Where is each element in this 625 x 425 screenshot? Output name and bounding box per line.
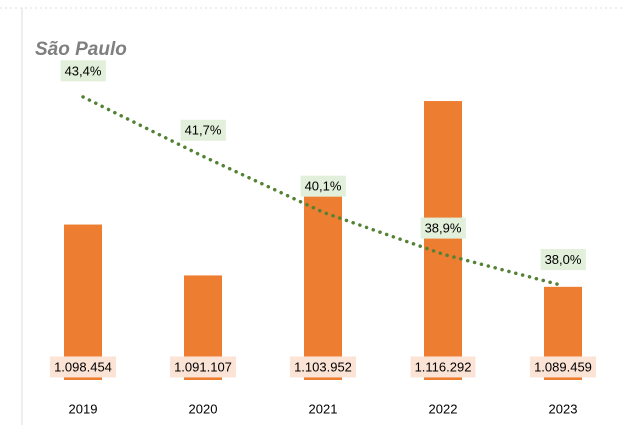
x-tick-label: 2023	[549, 401, 578, 416]
data-label: 1.089.459	[534, 359, 592, 374]
line	[81, 95, 565, 288]
x-tick-label: 2022	[429, 401, 458, 416]
data-label-box	[540, 249, 586, 271]
data-label-box	[60, 60, 106, 82]
data-label-box	[410, 356, 476, 378]
bar	[64, 224, 102, 380]
data-label: 1.091.107	[174, 359, 232, 374]
data-label-box	[50, 356, 116, 378]
data-label-box	[420, 217, 466, 239]
x-tick-label: 2021	[309, 401, 338, 416]
data-label-box	[300, 175, 346, 197]
bar	[424, 101, 462, 380]
data-label: 43,4%	[65, 63, 102, 78]
chart-title: São Paulo	[35, 39, 127, 60]
bar	[304, 186, 342, 380]
data-label: 40,1%	[305, 179, 342, 194]
data-label: 38,9%	[425, 221, 462, 236]
x-tick-label: 2019	[69, 401, 98, 416]
data-label: 1.098.454	[54, 359, 112, 374]
data-label-box	[170, 356, 236, 378]
data-label: 1.116.292	[415, 359, 472, 374]
data-label: 1.103.952	[294, 359, 352, 374]
data-label-box	[530, 356, 596, 378]
data-label-box	[180, 119, 226, 141]
data-label: 41,7%	[185, 123, 222, 138]
data-label: 38,0%	[545, 252, 582, 267]
x-tick-label: 2020	[189, 401, 218, 416]
data-label-box	[290, 356, 356, 378]
